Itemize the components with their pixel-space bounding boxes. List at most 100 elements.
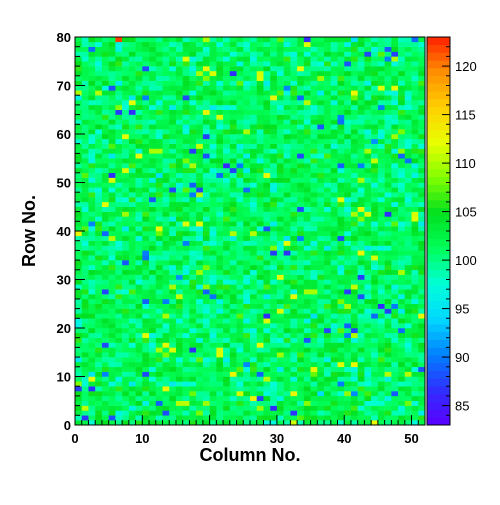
heatmap-cell — [155, 269, 163, 275]
heatmap-cell — [324, 70, 332, 77]
heatmap-cell — [75, 56, 82, 62]
heatmap-cell — [75, 95, 82, 101]
heatmap-cell — [404, 361, 412, 368]
colorbar-band — [427, 68, 450, 77]
heatmap-cell — [243, 95, 251, 101]
heatmap-cell — [95, 197, 103, 203]
heatmap-cell — [122, 138, 130, 144]
heatmap-cell — [216, 366, 224, 372]
heatmap-cell — [411, 95, 419, 101]
heatmap-cell — [371, 337, 379, 343]
heatmap-cell — [263, 182, 271, 188]
heatmap-cell — [391, 264, 399, 271]
heatmap-cell — [122, 357, 130, 363]
heatmap-cell — [344, 313, 352, 319]
heatmap-cell — [236, 410, 244, 416]
heatmap-cell — [398, 269, 406, 275]
heatmap-cell — [377, 134, 385, 140]
heatmap-cell — [270, 371, 278, 377]
heatmap-cell — [162, 386, 170, 392]
heatmap-cell — [122, 391, 130, 397]
heatmap-cell — [263, 274, 271, 280]
heatmap-cell — [122, 415, 130, 421]
heatmap-cell — [330, 342, 338, 348]
heatmap-cell — [276, 197, 284, 203]
heatmap-cell — [128, 192, 136, 198]
heatmap-cell — [175, 386, 183, 392]
heatmap-cell — [411, 279, 419, 285]
heatmap-cell — [317, 177, 325, 183]
heatmap-cell — [149, 177, 157, 183]
heatmap-cell — [155, 415, 163, 421]
heatmap-cell — [101, 347, 109, 353]
heatmap-cell — [310, 187, 318, 193]
heatmap-cell — [303, 415, 311, 421]
heatmap-cell — [95, 352, 103, 358]
heatmap-cell — [303, 37, 311, 43]
heatmap-cell — [189, 70, 197, 77]
heatmap-cell — [276, 318, 284, 324]
heatmap-cell — [256, 41, 264, 47]
heatmap-cell — [364, 51, 372, 57]
heatmap-cell — [223, 182, 231, 188]
heatmap-cell — [364, 66, 372, 72]
heatmap-cell — [223, 153, 231, 159]
heatmap-cell — [209, 284, 217, 290]
heatmap-cell — [243, 148, 251, 154]
heatmap-cell — [108, 313, 116, 319]
heatmap-cell — [162, 361, 170, 368]
heatmap-cell — [270, 361, 278, 368]
heatmap-cell — [324, 366, 332, 372]
heatmap-cell — [270, 177, 278, 183]
heatmap-cell — [196, 376, 204, 382]
colorbar-band — [427, 184, 450, 193]
heatmap-cell — [216, 104, 224, 110]
heatmap-cell — [290, 332, 298, 338]
heatmap-cell — [95, 264, 103, 271]
heatmap-cell — [122, 221, 130, 227]
heatmap-cell — [344, 192, 352, 198]
heatmap-cell — [216, 70, 224, 77]
heatmap-cell — [189, 46, 197, 52]
heatmap-cell — [290, 216, 298, 222]
heatmap-cell — [330, 415, 338, 421]
heatmap-cell — [142, 104, 150, 110]
heatmap-cell — [344, 352, 352, 358]
heatmap-cell — [310, 386, 318, 392]
heatmap-cell — [169, 352, 177, 358]
heatmap-cell — [256, 400, 264, 406]
heatmap-cell — [101, 192, 109, 198]
heatmap-cell — [122, 245, 130, 251]
heatmap-cell — [229, 201, 237, 207]
heatmap-cell — [243, 279, 251, 285]
heatmap-cell — [236, 61, 244, 67]
heatmap-cell — [330, 187, 338, 193]
heatmap-cell — [122, 182, 130, 188]
y-tick-label: 50 — [57, 176, 71, 191]
heatmap-cell — [135, 153, 143, 159]
heatmap-cell — [364, 201, 372, 207]
heatmap-cell — [216, 357, 224, 363]
heatmap-cell — [236, 308, 244, 314]
heatmap-cell — [256, 231, 264, 237]
heatmap-cell — [223, 323, 231, 329]
heatmap-cell — [115, 206, 123, 212]
heatmap-cell — [189, 119, 197, 125]
heatmap-cell — [128, 235, 136, 241]
heatmap-cell — [169, 391, 177, 397]
heatmap-cell — [122, 134, 130, 140]
heatmap-cell — [243, 289, 251, 295]
heatmap-cell — [330, 61, 338, 67]
colorbar-band — [427, 215, 450, 224]
heatmap-cell — [128, 138, 136, 144]
heatmap-cell — [324, 323, 332, 329]
heatmap-cell — [411, 289, 419, 295]
heatmap-cell — [357, 90, 365, 96]
heatmap-cell — [371, 124, 379, 130]
heatmap-cell — [88, 255, 96, 261]
heatmap-cell — [175, 201, 183, 207]
heatmap-cell — [236, 167, 244, 174]
heatmap-cell — [236, 284, 244, 290]
heatmap-cell — [229, 134, 237, 140]
heatmap-cell — [135, 75, 143, 81]
